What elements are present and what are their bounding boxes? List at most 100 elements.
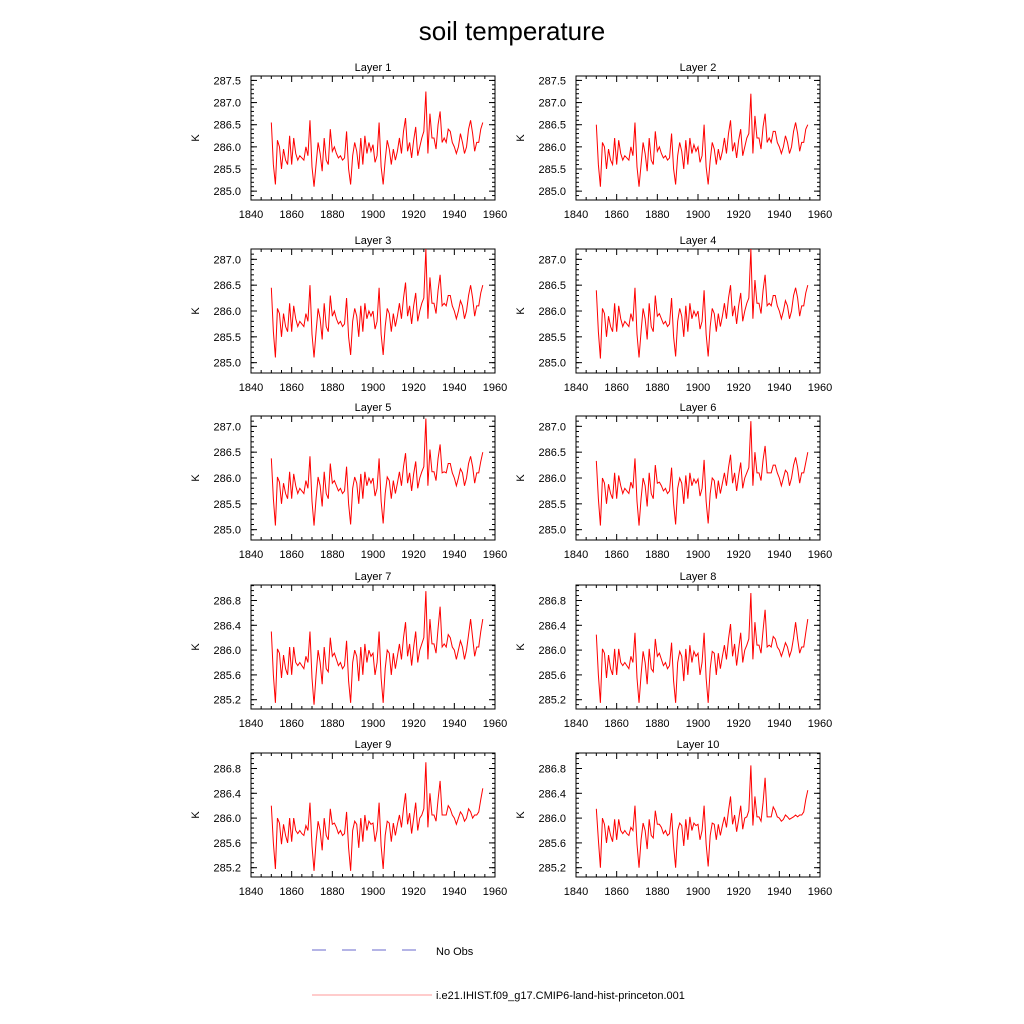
- y-tick-label: 287.0: [213, 98, 241, 110]
- panel-frame: [250, 584, 496, 710]
- series-line: [595, 248, 809, 359]
- x-tick-label: 1940: [767, 718, 791, 730]
- x-tick-label: 1900: [686, 886, 710, 898]
- series-line: [595, 593, 809, 703]
- y-tick-label: 287.5: [213, 75, 241, 87]
- x-tick-label: 1840: [564, 382, 588, 394]
- y-tick-label: 285.6: [213, 838, 241, 850]
- y-tick-label: 286.0: [213, 473, 241, 485]
- panel-8: Layer 8 K 1840 1860 1880 1900 1920 1940 1960 285.…: [515, 571, 832, 730]
- x-tick-label: 1900: [361, 886, 385, 898]
- series-line: [270, 91, 484, 187]
- x-tick-label: 1880: [320, 718, 344, 730]
- y-axis-label: K: [190, 307, 202, 315]
- panel-6: Layer 6 K 1840 1860 1880 1900 1920 1940 1960 285.…: [515, 402, 832, 561]
- y-tick-label: 286.4: [538, 620, 566, 632]
- x-tick-label: 1940: [442, 382, 466, 394]
- x-tick-label: 1940: [767, 886, 791, 898]
- x-tick-label: 1860: [279, 209, 303, 221]
- y-tick-label: 285.6: [213, 670, 241, 682]
- series-line: [270, 248, 484, 358]
- x-tick-label: 1880: [645, 382, 669, 394]
- x-tick-label: 1880: [645, 549, 669, 561]
- y-tick-label: 286.0: [213, 813, 241, 825]
- y-tick-label: 285.2: [213, 695, 241, 707]
- legend-model-label: i.e21.IHIST.f09_g17.CMIP6-land-hist-prin…: [436, 990, 685, 1002]
- y-tick-label: 286.5: [213, 447, 241, 459]
- panel-frame: [575, 752, 821, 878]
- x-tick-label: 1880: [645, 209, 669, 221]
- panel-10: Layer 10 K 1840 1860 1880 1900 1920 1940 1960 285…: [515, 739, 832, 898]
- y-tick-label: 286.5: [538, 447, 566, 459]
- x-tick-label: 1960: [808, 549, 832, 561]
- panel-7: Layer 7 K 1840 1860 1880 1900 1920 1940 1960 285.…: [190, 571, 507, 730]
- x-tick-label: 1960: [483, 382, 507, 394]
- figure-title: soil temperature: [419, 16, 605, 46]
- y-axis-label: K: [190, 474, 202, 482]
- y-axis-label: K: [515, 811, 527, 819]
- y-tick-label: 285.0: [213, 358, 241, 370]
- x-tick-label: 1880: [320, 886, 344, 898]
- y-tick-label: 286.5: [213, 280, 241, 292]
- panel-frame: [575, 75, 821, 201]
- y-tick-label: 287.0: [213, 254, 241, 266]
- y-tick-label: 287.0: [213, 421, 241, 433]
- x-tick-label: 1860: [279, 382, 303, 394]
- y-tick-label: 286.5: [213, 120, 241, 132]
- series-line: [270, 762, 484, 871]
- x-tick-label: 1960: [483, 209, 507, 221]
- x-tick-label: 1940: [442, 209, 466, 221]
- series-line: [270, 591, 484, 705]
- y-tick-label: 286.8: [213, 596, 241, 608]
- y-tick-label: 286.8: [538, 596, 566, 608]
- y-axis-label: K: [515, 134, 527, 142]
- panel-4: Layer 4 K 1840 1860 1880 1900 1920 1940 1960 285.…: [515, 235, 832, 394]
- x-tick-label: 1860: [604, 382, 628, 394]
- y-tick-label: 285.0: [213, 186, 241, 198]
- x-tick-label: 1840: [564, 718, 588, 730]
- x-tick-label: 1840: [564, 209, 588, 221]
- panel-frame: [250, 75, 496, 201]
- panel-9: Layer 9 K 1840 1860 1880 1900 1920 1940 1960 285.…: [190, 739, 507, 898]
- x-tick-label: 1840: [239, 549, 263, 561]
- y-tick-label: 286.0: [213, 142, 241, 154]
- panel-title: Layer 6: [680, 402, 717, 414]
- x-tick-label: 1900: [686, 209, 710, 221]
- y-tick-label: 287.0: [538, 254, 566, 266]
- y-tick-label: 287.0: [538, 421, 566, 433]
- x-tick-label: 1920: [401, 382, 425, 394]
- x-tick-label: 1900: [361, 209, 385, 221]
- y-axis-label: K: [190, 134, 202, 142]
- x-tick-label: 1880: [320, 382, 344, 394]
- x-tick-label: 1840: [239, 718, 263, 730]
- series-line: [595, 765, 809, 868]
- y-tick-label: 285.5: [538, 164, 566, 176]
- x-tick-label: 1840: [239, 886, 263, 898]
- x-tick-label: 1920: [401, 718, 425, 730]
- y-axis-label: K: [515, 307, 527, 315]
- panel-title: Layer 4: [680, 235, 717, 247]
- y-tick-label: 286.5: [538, 120, 566, 132]
- x-tick-label: 1880: [645, 718, 669, 730]
- y-tick-label: 285.0: [538, 186, 566, 198]
- x-tick-label: 1840: [239, 382, 263, 394]
- y-axis-label: K: [515, 643, 527, 651]
- y-tick-label: 286.0: [538, 645, 566, 657]
- x-tick-label: 1900: [686, 549, 710, 561]
- x-tick-label: 1880: [320, 209, 344, 221]
- y-tick-label: 285.2: [213, 863, 241, 875]
- x-tick-label: 1940: [767, 549, 791, 561]
- y-axis-label: K: [190, 811, 202, 819]
- y-tick-label: 286.0: [538, 142, 566, 154]
- x-tick-label: 1880: [645, 886, 669, 898]
- x-tick-label: 1860: [604, 209, 628, 221]
- y-axis-label: K: [190, 643, 202, 651]
- y-tick-label: 285.6: [538, 670, 566, 682]
- x-tick-label: 1900: [686, 718, 710, 730]
- x-tick-label: 1960: [808, 886, 832, 898]
- x-tick-label: 1860: [604, 718, 628, 730]
- y-tick-label: 286.0: [538, 813, 566, 825]
- x-tick-label: 1900: [361, 382, 385, 394]
- y-tick-label: 285.0: [213, 525, 241, 537]
